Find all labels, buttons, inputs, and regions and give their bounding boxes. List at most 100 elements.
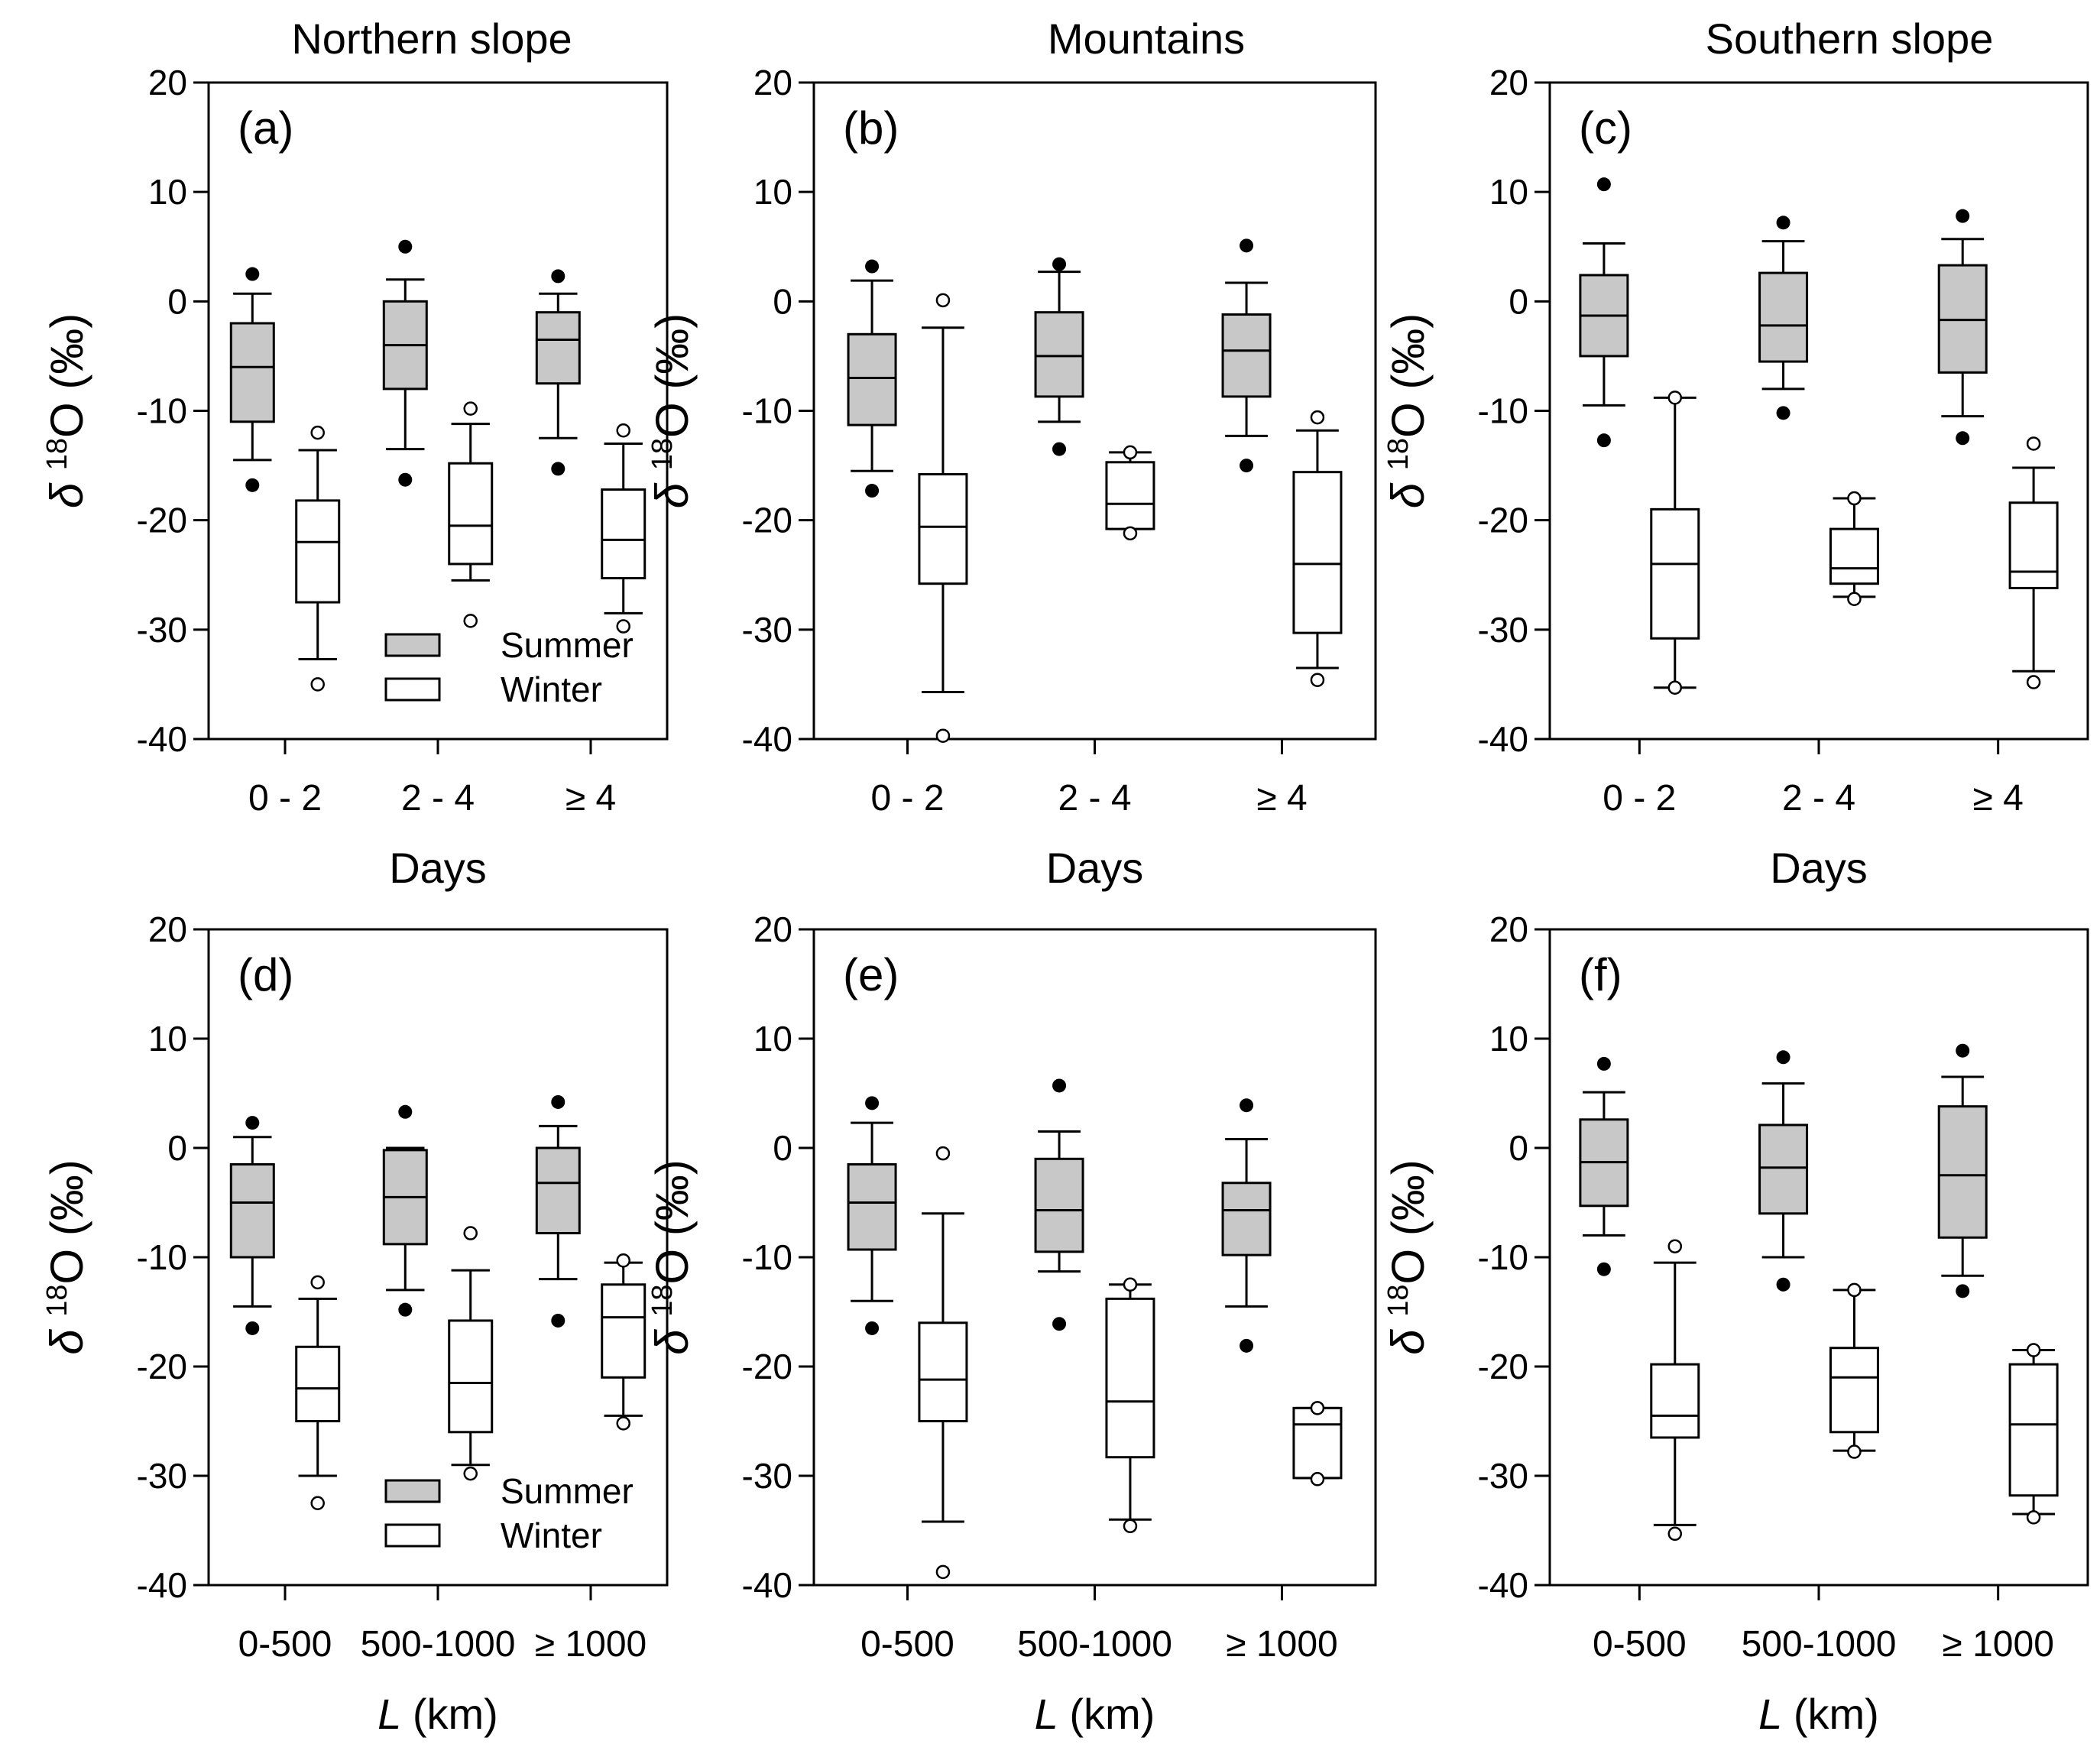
x-tick-label: 0 - 2	[1603, 778, 1676, 819]
summer-box	[1221, 1098, 1272, 1353]
outlier-point	[2026, 1343, 2041, 1357]
outlier-point	[935, 1564, 951, 1580]
panel-label: (d)	[238, 949, 293, 1000]
summer-box	[847, 259, 897, 498]
box-iqr	[448, 1319, 494, 1434]
x-axis-label: Days	[1770, 844, 1868, 892]
summer-box	[1034, 257, 1084, 456]
panel-c: 20 10 0 -10 -20 -30 -40 δ 18O (‰) (c) 0 - 2 2 - 4 ≥…	[1382, 63, 2089, 892]
box-iqr	[229, 1162, 275, 1259]
outlier-point	[616, 1416, 630, 1431]
box-iqr	[1650, 1363, 1700, 1439]
x-tick-label: ≥ 1000	[535, 1624, 647, 1665]
outlier-point	[310, 425, 325, 440]
outlier-point	[551, 269, 566, 284]
panel-label: (c)	[1579, 102, 1632, 154]
y-tick-label: 10	[1489, 172, 1528, 212]
y-tick-label: 20	[148, 63, 187, 102]
y-tick-label: -20	[742, 501, 792, 540]
column-title-3: Southern slope	[1706, 15, 1994, 63]
box-iqr	[847, 1162, 897, 1251]
outlier-point	[1310, 410, 1325, 425]
box-iqr	[601, 488, 647, 580]
outlier-point	[1123, 1519, 1138, 1534]
panel-d: 20 10 0 -10 -20 -30 -40 δ 18O (‰) (d) 0-500 500-10…	[41, 909, 669, 1738]
y-tick-label: 10	[753, 172, 792, 212]
y-tick-label: -10	[137, 1237, 187, 1277]
box-iqr	[448, 462, 494, 566]
outlier-point	[245, 1116, 260, 1130]
outlier-point	[463, 401, 478, 416]
x-axis-label: L (km)	[1758, 1690, 1879, 1738]
box-iqr	[2008, 1363, 2059, 1497]
winter-box	[448, 1226, 494, 1481]
legend-label-winter: Winter	[501, 670, 602, 709]
panel-label: (f)	[1579, 949, 1622, 1000]
outlier-point	[1956, 209, 1970, 223]
outlier-point	[1596, 433, 1611, 448]
box-iqr	[601, 1283, 647, 1379]
legend-label-winter: Winter	[501, 1516, 602, 1555]
winter-box	[295, 425, 341, 692]
outlier-point	[1596, 1056, 1611, 1071]
x-tick-label: 0 - 2	[248, 778, 322, 819]
winter-box	[1292, 1401, 1343, 1487]
y-tick-label: 10	[1489, 1019, 1528, 1059]
panel-f: 20 10 0 -10 -20 -30 -40 δ 18O (‰) (f) 0-500 500-10…	[1382, 909, 2089, 1738]
outlier-point	[1847, 1444, 1862, 1459]
summer-box	[1937, 1043, 1988, 1298]
y-axis-label: δ 18O (‰)	[41, 313, 92, 509]
outlier-point	[1052, 257, 1067, 271]
outlier-point	[1310, 673, 1325, 687]
plot-frame	[812, 81, 1377, 741]
panel-e: 20 10 0 -10 -20 -30 -40 δ 18O (‰) (e) 0-500 500-10…	[647, 909, 1377, 1738]
y-tick-label: -10	[137, 391, 187, 431]
y-tick-label: 0	[1509, 281, 1528, 321]
box-iqr	[918, 473, 968, 585]
outlier-point	[1240, 238, 1254, 253]
outlier-point	[1776, 1050, 1791, 1065]
outlier-point	[1123, 1277, 1138, 1292]
x-tick-label: ≥ 1000	[1226, 1624, 1337, 1665]
summer-box	[1034, 1078, 1084, 1331]
winter-box	[1650, 391, 1700, 695]
x-tick-label: 500-1000	[361, 1624, 516, 1665]
winter-box	[1292, 410, 1343, 687]
y-tick-label: 20	[1489, 909, 1528, 949]
y-tick-label: 0	[167, 1128, 187, 1168]
outlier-point	[1667, 1526, 1683, 1542]
winter-box	[1829, 1282, 1879, 1459]
outlier-point	[398, 1302, 413, 1317]
legend: Summer Winter	[384, 1471, 634, 1555]
winter-box	[448, 401, 494, 628]
winter-box	[918, 1146, 968, 1580]
box-iqr	[1034, 311, 1084, 398]
summer-box	[382, 239, 428, 487]
box-iqr	[2008, 501, 2059, 589]
x-tick-label: 0-500	[238, 1624, 332, 1665]
summer-box	[382, 1104, 428, 1317]
outlier-point	[1310, 1401, 1325, 1415]
y-tick-label: -30	[742, 610, 792, 650]
summer-box	[535, 1094, 581, 1328]
outlier-point	[310, 1496, 325, 1510]
plot-frame	[1548, 81, 2089, 741]
outlier-point	[865, 484, 880, 498]
y-tick-label: 10	[148, 1019, 187, 1059]
y-tick-label: -40	[1478, 1565, 1528, 1605]
outlier-point	[1847, 592, 1862, 606]
x-tick-label: 2 - 4	[1782, 778, 1855, 819]
y-tick-label: -20	[137, 501, 187, 540]
outlier-point	[398, 1104, 413, 1119]
outlier-point	[551, 462, 566, 476]
outlier-point	[463, 1226, 478, 1240]
outlier-point	[1667, 1239, 1683, 1253]
outlier-point	[1776, 406, 1791, 420]
summer-box	[847, 1096, 897, 1335]
y-tick-label: -10	[1478, 1237, 1528, 1277]
y-tick-label: -20	[1478, 1347, 1528, 1386]
outlier-point	[1052, 1078, 1067, 1093]
y-tick-label: -10	[742, 1237, 792, 1277]
outlier-point	[1847, 491, 1862, 506]
outlier-point	[1776, 1277, 1791, 1292]
